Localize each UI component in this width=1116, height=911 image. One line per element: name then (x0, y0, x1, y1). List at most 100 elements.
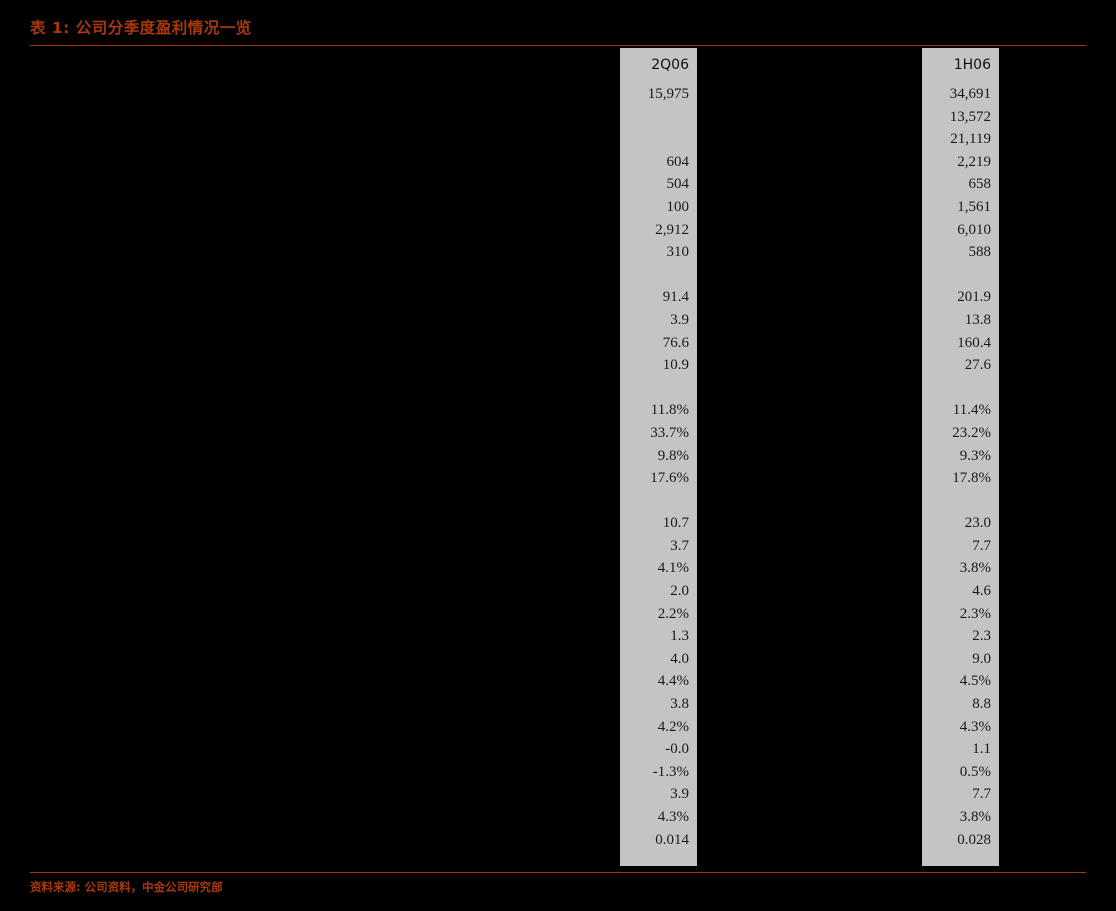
table-row-spacer (922, 377, 999, 400)
table-row (30, 693, 610, 716)
table-row (30, 83, 610, 106)
row-label-body (30, 83, 610, 851)
table-cell: 13.8 (964, 311, 991, 328)
table-cell: 4.1% (657, 560, 689, 577)
title-block: 表 1: 公司分季度盈利情况一览 (30, 18, 1086, 48)
table-cell: 2.3 (972, 628, 991, 645)
table-cell: 4.0 (670, 650, 689, 667)
column-body-1h06: 34,691 13,572 21,119 2,219 658 1,561 6,010 588 2… (922, 83, 999, 851)
table-row (30, 151, 610, 174)
table-cell: 2.2% (657, 605, 689, 622)
table-cell: 17.6% (650, 470, 689, 487)
table-cell: 3.8% (959, 560, 991, 577)
table-cell: 13,572 (949, 108, 991, 125)
table-cell: 17.8% (952, 470, 991, 487)
table-cell: 3.9 (670, 311, 689, 328)
table-row (30, 535, 610, 558)
table-row (30, 557, 610, 580)
table-row (30, 332, 610, 355)
table-cell: 7.7 (972, 537, 991, 554)
table-cell: 0.028 (957, 831, 991, 848)
table-cell: 4.6 (972, 583, 991, 600)
table-cell: 4.4% (657, 673, 689, 690)
table-cell: 201.9 (957, 289, 991, 306)
table-cell: 2,219 (957, 153, 991, 170)
table-cell: 1.1 (972, 741, 991, 758)
table-row-spacer (620, 264, 697, 287)
table-cell: 100 (666, 198, 690, 215)
page-title: 表 1: 公司分季度盈利情况一览 (30, 19, 252, 37)
column-header-1h06: 1H06 (953, 57, 991, 73)
table-row (30, 106, 610, 129)
table-cell (620, 106, 697, 129)
table-row (30, 783, 610, 806)
table-row (30, 264, 610, 287)
table-cell: 0.014 (655, 831, 689, 848)
data-column-1h06: 1H06 34,691 13,572 21,119 2,219 658 1,561 6,01… (922, 48, 999, 866)
table-row (30, 445, 610, 468)
table-cell: -0.0 (665, 741, 689, 758)
source-note: 资料来源: 公司资料，中金公司研究部 (30, 880, 223, 894)
table-cell: 160.4 (957, 334, 991, 351)
table-cell: 4.5% (959, 673, 991, 690)
table-cell: 10.9 (662, 357, 689, 374)
table-cell: 3.8% (959, 809, 991, 825)
table-row-spacer (620, 490, 697, 513)
table-row (30, 670, 610, 693)
footer-divider (30, 872, 1086, 873)
table-cell: 0.5% (959, 763, 991, 780)
table-cell: 310 (666, 244, 690, 261)
table-row (30, 241, 610, 264)
row-label-header (30, 48, 610, 83)
table-row (30, 580, 610, 603)
table-cell: 8.8 (972, 696, 991, 713)
table-row (30, 716, 610, 739)
table-cell: -1.3% (652, 763, 689, 780)
table-row (30, 377, 610, 400)
table-cell: 10.7 (662, 515, 689, 532)
table-row (30, 512, 610, 535)
table-row (30, 422, 610, 445)
table-cell: 23.2% (952, 424, 991, 441)
table-row (30, 128, 610, 151)
table-cell: 658 (968, 176, 992, 193)
table-cell: 9.8% (657, 447, 689, 464)
table-cell: 33.7% (650, 424, 689, 441)
table-cell: 3.7 (670, 537, 689, 554)
table-cell: 504 (666, 176, 690, 193)
table-row (30, 738, 610, 761)
table-cell: 4.2% (657, 718, 689, 735)
table-row-spacer (922, 490, 999, 513)
table-cell: 9.3% (959, 447, 991, 464)
column-header-2q06: 2Q06 (651, 57, 689, 73)
table-cell: 15,975 (647, 86, 689, 102)
column-body-2q06: 15,975 604 504 100 2,912 310 91.4 3.9 76.6 10.9 11… (620, 83, 697, 851)
table-cell (620, 128, 697, 151)
table-cell: 21,119 (950, 131, 991, 148)
table-cell: 11.8% (650, 402, 689, 419)
table-row (30, 286, 610, 309)
table-row (30, 399, 610, 422)
table-row (30, 196, 610, 219)
table-cell: 604 (666, 153, 690, 170)
table-cell: 4.3% (959, 718, 991, 735)
table-row (30, 219, 610, 242)
table-cell: 6,010 (957, 221, 991, 238)
title-divider (30, 45, 1086, 46)
table-cell: 23.0 (964, 515, 991, 532)
table-row (30, 806, 610, 829)
table-cell: 1.3 (670, 628, 689, 645)
table-cell: 3.9 (670, 786, 689, 803)
table-cell: 7.7 (972, 786, 991, 803)
table-row (30, 354, 610, 377)
table-cell: 588 (968, 244, 992, 261)
table-row (30, 829, 610, 852)
table-cell: 9.0 (972, 650, 991, 667)
table-cell: 34,691 (949, 86, 991, 102)
table-cell: 3.8 (670, 696, 689, 713)
table-cell: 91.4 (662, 289, 689, 306)
data-column-2q06: 2Q06 15,975 604 504 100 2,912 310 91.4 3.9 76.6 1… (620, 48, 697, 866)
table-row (30, 603, 610, 626)
table-cell: 1,561 (957, 198, 991, 215)
table-row (30, 490, 610, 513)
